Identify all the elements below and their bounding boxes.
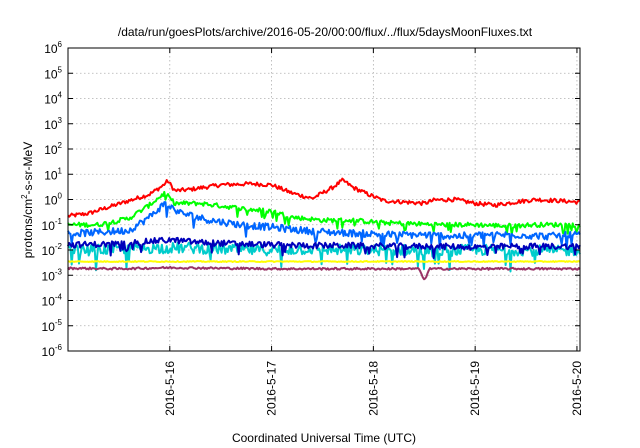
y-tick-label-base: 10 (42, 244, 56, 258)
y-tick-label-exp: 3 (58, 116, 63, 125)
x-tick-labels: 2016-5-16 2016-5-17 2016-5-18 2016-5-19 2016… (163, 361, 584, 416)
y-tick-label-exp: -4 (55, 293, 63, 302)
y-tick-label-exp: -5 (55, 318, 63, 327)
y-tick-label-base: 10 (42, 219, 56, 233)
y-tick-label: 100 (44, 192, 62, 208)
y-tick-label: 101 (44, 166, 62, 182)
y-axis-label: protons/cm2-s-sr-MeV (20, 142, 35, 258)
y-tick-label: 106 (44, 40, 62, 56)
y-tick-label-exp: -3 (55, 267, 63, 276)
y-tick-label-base: 10 (44, 168, 58, 182)
series-layer (67, 177, 581, 281)
y-tick-labels: 10610510410310210110010-110-210-310-410-… (42, 40, 63, 359)
y-tick-label-exp: 5 (58, 65, 63, 74)
x-tick-label: 2016-5-17 (265, 361, 279, 416)
y-tick-label: 102 (44, 141, 62, 157)
y-tick-label: 10-4 (42, 293, 63, 309)
y-tick-label-exp: 4 (58, 91, 63, 100)
y-tick-label-exp: 0 (58, 192, 63, 201)
y-tick-label-base: 10 (44, 42, 58, 56)
series-line (67, 177, 581, 218)
x-tick-label: 2016-5-20 (570, 361, 584, 416)
series-line (67, 241, 581, 273)
x-tick-label: 2016-5-18 (366, 361, 380, 416)
x-axis-label: Coordinated Universal Time (UTC) (232, 431, 416, 445)
y-tick-label-exp: 6 (58, 40, 63, 49)
grid (68, 48, 580, 351)
x-tick-label: 2016-5-16 (163, 361, 177, 416)
y-tick-label-base: 10 (44, 67, 58, 81)
ticks (68, 47, 580, 352)
y-tick-label: 10-2 (42, 242, 63, 258)
y-tick-label: 10-5 (42, 318, 63, 334)
series-line (67, 236, 581, 260)
series-line (68, 260, 581, 263)
y-tick-label-base: 10 (42, 345, 56, 359)
y-tick-label-exp: 1 (58, 166, 63, 175)
y-tick-label: 10-6 (42, 343, 63, 359)
y-axis-label-sup: 2 (20, 194, 29, 199)
series-line (67, 265, 581, 281)
y-tick-label-base: 10 (42, 269, 56, 283)
y-axis-label-pre: protons/cm (21, 199, 35, 258)
y-tick-label-base: 10 (44, 93, 58, 107)
y-tick-label: 10-1 (42, 217, 63, 233)
chart-title: /data/run/goesPlots/archive/2016-05-20/0… (118, 25, 533, 39)
y-tick-label-exp: -2 (55, 242, 63, 251)
y-tick-label: 105 (44, 65, 62, 81)
series-line (67, 190, 581, 236)
y-tick-label-base: 10 (42, 295, 56, 309)
y-tick-label-base: 10 (44, 118, 58, 132)
y-tick-label-base: 10 (42, 320, 56, 334)
y-tick-label-base: 10 (44, 194, 58, 208)
y-tick-label-exp: -6 (55, 343, 63, 352)
x-tick-label: 2016-5-19 (468, 361, 482, 416)
y-tick-label: 104 (44, 91, 62, 107)
y-tick-label-base: 10 (44, 143, 58, 157)
y-tick-label: 103 (44, 116, 62, 132)
y-tick-label-exp: 2 (58, 141, 63, 150)
series-line (67, 201, 581, 251)
y-tick-label-exp: -1 (55, 217, 63, 226)
y-axis-label-post: -s-sr-MeV (21, 142, 35, 195)
y-tick-label: 10-3 (42, 267, 63, 283)
